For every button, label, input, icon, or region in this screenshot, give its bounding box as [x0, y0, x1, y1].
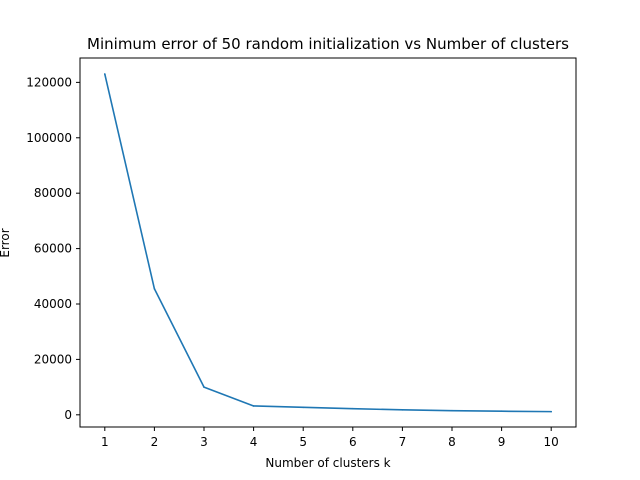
y-tick-label: 120000	[26, 75, 72, 89]
x-tick-label: 7	[399, 435, 407, 449]
plot-frame	[79, 57, 577, 428]
y-tick-label: 0	[64, 408, 72, 422]
data-point	[302, 406, 305, 409]
x-tick-label: 10	[544, 435, 559, 449]
data-point	[401, 409, 404, 411]
y-tick-label: 100000	[26, 131, 72, 145]
y-axis: 0 20000 40000 60000 80000 100000 120000	[26, 75, 80, 422]
series-layer	[104, 73, 553, 413]
data-point	[352, 407, 354, 410]
data-point	[104, 73, 106, 75]
x-axis: 1 2 3 4 5 6 7 8 9 10	[101, 427, 559, 449]
x-tick-label: 9	[498, 435, 506, 449]
series-line	[104, 73, 553, 413]
data-point	[203, 386, 205, 388]
x-tick-label: 3	[200, 435, 208, 449]
data-point	[500, 410, 503, 413]
y-axis-label: Error	[0, 228, 12, 257]
data-point	[153, 287, 156, 290]
y-tick-label: 20000	[34, 352, 72, 366]
x-tick-label: 8	[448, 435, 456, 449]
x-tick-label: 1	[101, 435, 109, 449]
x-tick-label: 2	[151, 435, 159, 449]
y-tick-label: 60000	[34, 242, 72, 256]
x-axis-label: Number of clusters k	[265, 456, 390, 470]
x-tick-label: 4	[250, 435, 258, 449]
y-tick-label: 40000	[34, 297, 72, 311]
x-tick-label: 5	[299, 435, 307, 449]
data-point	[252, 405, 255, 407]
chart-title: Minimum error of 50 random initializatio…	[87, 35, 569, 53]
data-point	[550, 410, 552, 413]
x-tick-label: 6	[349, 435, 357, 449]
data-point	[451, 409, 453, 412]
y-tick-label: 80000	[34, 186, 72, 200]
